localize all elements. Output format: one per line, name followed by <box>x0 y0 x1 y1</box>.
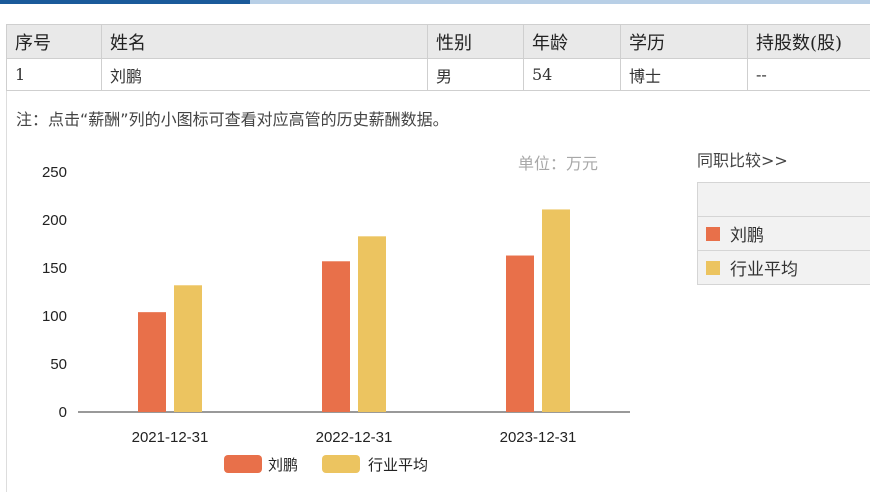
y-tick-label: 150 <box>42 260 67 277</box>
unit-label: 单位：万元 <box>518 154 599 173</box>
compare-item-label: 刘鹏 <box>730 226 764 246</box>
legend-swatch-1 <box>322 455 360 473</box>
executive-info-table: 序号 姓名 性别 年龄 学历 持股数(股) 1 刘鹏 男 54 博士 -- <box>6 24 870 91</box>
top-accent-bar <box>0 0 870 4</box>
legend-swatch-0 <box>224 455 262 473</box>
cell-education: 博士 <box>620 58 748 91</box>
x-tick-label: 2021-12-31 <box>132 429 209 446</box>
bar-industry-0 <box>174 285 202 412</box>
compare-panel: 刘鹏 行业平均 <box>697 182 870 285</box>
cell-shares: -- <box>747 58 870 91</box>
industry-swatch-icon <box>706 260 720 275</box>
compare-item-self[interactable]: 刘鹏 <box>698 217 870 251</box>
content-frame <box>6 24 870 492</box>
column-header-shares: 持股数(股) <box>747 24 870 59</box>
bar-industry-2 <box>542 209 570 412</box>
compare-item-label: 行业平均 <box>730 260 798 280</box>
cell-name: 刘鹏 <box>101 58 428 91</box>
bar-industry-1 <box>358 236 386 412</box>
y-tick-label: 0 <box>59 404 67 421</box>
column-header-education: 学历 <box>620 24 748 59</box>
compare-panel-header <box>698 183 870 217</box>
y-tick-label: 100 <box>42 308 67 325</box>
table-row: 1 刘鹏 男 54 博士 -- <box>6 58 870 91</box>
y-tick-label: 250 <box>42 164 67 181</box>
cell-age: 54 <box>523 58 621 91</box>
y-tick-label: 200 <box>42 212 67 229</box>
table-header-row: 序号 姓名 性别 年龄 学历 持股数(股) <box>6 24 870 59</box>
column-header-age: 年龄 <box>523 24 621 59</box>
compare-link[interactable]: 同职比较>> <box>697 151 788 170</box>
legend-label: 刘鹏 <box>268 456 298 474</box>
bar-self-0 <box>138 312 166 412</box>
bar-self-2 <box>506 255 534 412</box>
cell-index: 1 <box>6 58 102 91</box>
compare-item-industry[interactable]: 行业平均 <box>698 251 870 284</box>
cell-gender: 男 <box>427 58 524 91</box>
salary-note: 注：点击“薪酬”列的小图标可查看对应高管的历史薪酬数据。 <box>16 110 449 129</box>
bar-self-1 <box>322 261 350 412</box>
y-tick-label: 50 <box>50 356 67 373</box>
x-tick-label: 2022-12-31 <box>316 429 393 446</box>
self-swatch-icon <box>706 226 720 241</box>
x-tick-label: 2023-12-31 <box>500 429 577 446</box>
column-header-gender: 性别 <box>427 24 524 59</box>
legend-label: 行业平均 <box>368 456 428 474</box>
